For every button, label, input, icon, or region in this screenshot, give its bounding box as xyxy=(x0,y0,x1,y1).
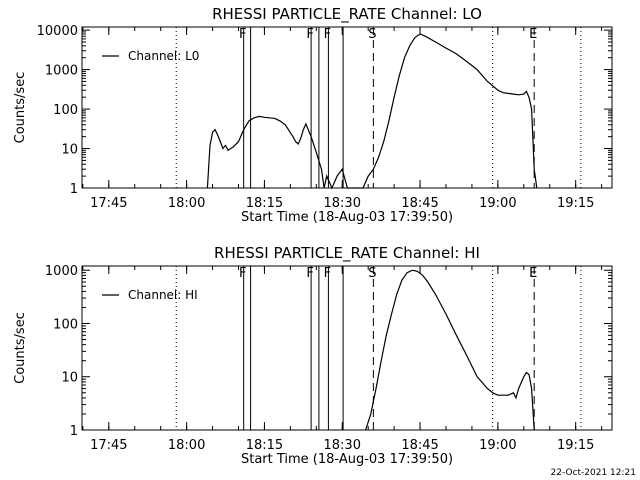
x-tick-label: 18:15 xyxy=(246,438,283,453)
event-marker-label: F xyxy=(306,27,313,42)
x-axis-label: Start Time (18-Aug-03 17:39:50) xyxy=(241,210,453,225)
y-axis-label: Counts/sec xyxy=(13,312,28,384)
x-tick-label: 18:00 xyxy=(168,196,205,211)
x-tick-label: 18:30 xyxy=(324,438,361,453)
plot-frame xyxy=(81,265,613,431)
event-marker-label: F xyxy=(324,266,331,281)
event-marker-label: F xyxy=(239,27,246,42)
event-marker-label: S xyxy=(368,27,376,42)
y-tick-label: 10000 xyxy=(37,24,78,39)
x-tick-label: 18:15 xyxy=(246,196,283,211)
chart-title: RHESSI PARTICLE_RATE Channel: LO xyxy=(212,5,482,24)
x-tick-label: 19:15 xyxy=(557,438,594,453)
x-tick-label: 18:00 xyxy=(168,438,205,453)
x-tick-label: 18:45 xyxy=(401,196,438,211)
x-tick-label: 19:00 xyxy=(479,196,516,211)
y-axis-label: Counts/sec xyxy=(13,72,28,144)
y-tick-label: 1 xyxy=(70,424,78,439)
legend-label: Channel: L0 xyxy=(128,49,199,63)
y-tick-label: 100 xyxy=(53,103,78,118)
event-marker-label: F xyxy=(324,27,331,42)
y-tick-label: 1000 xyxy=(45,64,78,79)
series-line xyxy=(365,269,535,431)
x-tick-label: 17:45 xyxy=(90,438,127,453)
x-tick-label: 19:15 xyxy=(557,196,594,211)
event-marker-label: E xyxy=(529,27,537,42)
x-tick-label: 19:00 xyxy=(479,438,516,453)
x-tick-label: 18:30 xyxy=(324,196,361,211)
legend-label: Channel: HI xyxy=(128,288,198,302)
x-tick-label: 18:45 xyxy=(401,438,438,453)
footer-timestamp: 22-Oct-2021 12:21 xyxy=(551,468,636,478)
event-marker-label: E xyxy=(529,266,537,281)
y-tick-label: 10 xyxy=(61,143,78,158)
event-marker-label: F xyxy=(239,266,246,281)
x-axis-label: Start Time (18-Aug-03 17:39:50) xyxy=(241,452,453,467)
chart-title: RHESSI PARTICLE_RATE Channel: HI xyxy=(214,244,480,263)
event-marker-label: F xyxy=(306,266,313,281)
y-tick-label: 10 xyxy=(61,371,78,386)
x-tick-label: 17:45 xyxy=(90,196,127,211)
event-marker-label: S xyxy=(368,266,376,281)
series-line xyxy=(206,33,538,190)
y-tick-label: 100 xyxy=(53,317,78,332)
y-tick-label: 1 xyxy=(70,182,78,197)
y-tick-label: 1000 xyxy=(45,264,78,279)
